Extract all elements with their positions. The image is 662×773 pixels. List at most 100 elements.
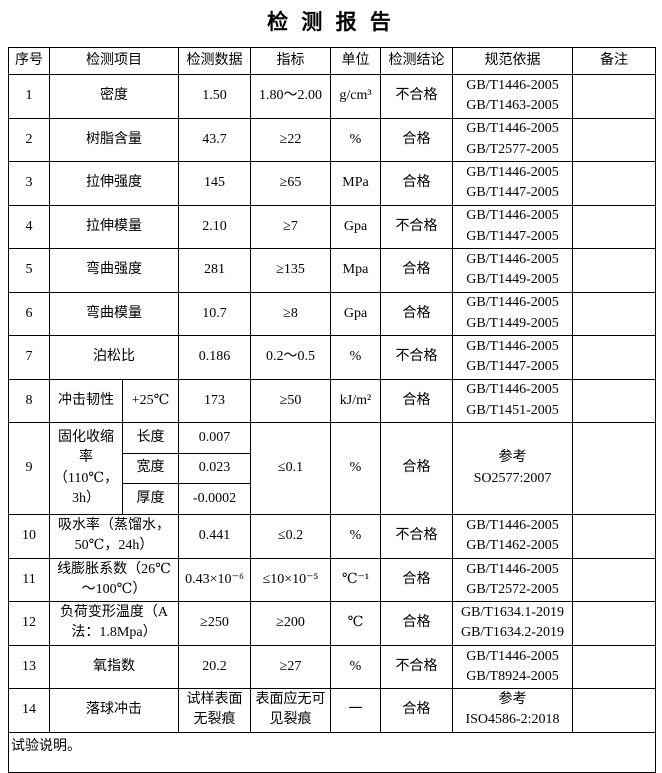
item-cell: 落球冲击 (49, 688, 179, 733)
row-number: 7 (8, 335, 50, 380)
standard-line: GB/T1446-2005 (466, 251, 559, 267)
table-body: 序号 检测项目 检测数据 指标 单位 检测结论 规范依据 备注 1 密度 1.50 1.80～2.00… (8, 47, 656, 773)
item-cell: 弯曲模量 (49, 291, 179, 336)
data-cell: 173 (178, 378, 251, 423)
standard-line: GB/T1446-2005 (466, 164, 559, 180)
table-row: 10 吸水率（蒸馏水，50℃，24h） 0.441 ≤0.2% 不合格 GB/T1446-… (8, 514, 656, 559)
standard-cell: 参考 ISO4586-2:2018 (452, 688, 573, 733)
standard-line: 参考 (498, 450, 527, 466)
table-row: 宽度 0.023 (9, 452, 656, 485)
row-number: 8 (8, 378, 50, 423)
data-cell: 2.10 (178, 204, 251, 249)
remark-cell (572, 514, 656, 559)
index-cell: ≥135 (250, 248, 331, 293)
unit-cell: ℃⁻¹ (330, 557, 381, 603)
standard-line: GB/T2577-2005 (466, 141, 559, 157)
note-cell: 试验说明。 (8, 731, 656, 773)
data-cell: -0.0002 (178, 483, 251, 516)
unit-cell: % (330, 335, 381, 380)
standard-line: GB/T1634.1-2019 (460, 605, 565, 621)
standard-line: GB/T1449-2005 (466, 272, 559, 288)
standard-line: GB/T1449-2005 (466, 315, 559, 331)
sub-item: 厚度 (122, 483, 179, 516)
index-cell: ≥50 (250, 378, 331, 423)
result-cell: 合格 (380, 291, 453, 336)
unit-cell: kJ/m² (330, 378, 381, 423)
table-row: 1 密度 1.50 1.80～2.00 g/cm³ 不合格 GB/T1446-2005 GB/… (8, 74, 656, 119)
remark-cell (572, 644, 656, 690)
remark-cell (572, 248, 656, 293)
table-row: 厚度 -0.0002 (9, 483, 656, 516)
standard-line: GB/T1446-2005 (466, 208, 559, 224)
item-cell: 线膨胀系数（26℃～100℃） (49, 557, 179, 603)
result-cell: 合格 (380, 688, 453, 733)
unit-cell: % (330, 514, 381, 559)
result-cell: 不合格 (380, 514, 453, 559)
unit-cell: 一 (330, 688, 381, 733)
index-cell: ≥7 (250, 204, 331, 249)
index-cell: ≥8 (250, 291, 331, 336)
item-cell: 树脂含量 (49, 117, 179, 162)
standard-cell: GB/T1446-2005 GB/T1447-2005 (452, 204, 573, 249)
header-cell: 序号 (8, 47, 50, 75)
header-cell: 备注 (572, 47, 656, 75)
standard-line: GB/T1463-2005 (466, 98, 559, 114)
standard-line: GB/T2572-2005 (466, 581, 559, 597)
unit-cell: MPa (330, 161, 381, 206)
result-cell: 合格 (380, 557, 453, 603)
remark-cell (572, 161, 656, 206)
item-cell: 固化收缩率（110℃，3h） (49, 421, 123, 516)
standard-cell: GB/T1634.1-2019 GB/T1634.2-2019 (452, 601, 573, 646)
index-cell: ≥22 (250, 117, 331, 162)
result-cell: 合格 (380, 117, 453, 162)
data-cell: 0.186 (178, 335, 251, 380)
standard-line: GB/T1446-2005 (466, 561, 559, 577)
unit-cell: % (330, 644, 381, 690)
table-row: 11 线膨胀系数（26℃～100℃） 0.43×10⁻⁶ ≤10×10⁻⁵ ℃⁻¹ 合格 G… (8, 557, 656, 603)
row-number: 5 (8, 248, 50, 293)
unit-cell: Mpa (330, 248, 381, 293)
table-row: 4 拉伸模量 2.10 ≥7 Gpa 不合格 GB/T1446-2005 GB/T1447-2… (8, 204, 656, 249)
index-cell: 表面应无可见裂痕 (250, 688, 331, 733)
report-table: 序号 检测项目 检测数据 指标 单位 检测结论 规范依据 备注 1 密度 1.50 1.80～2.00… (8, 47, 656, 773)
item-cell: 冲击韧性 (49, 378, 123, 423)
row-number: 11 (8, 557, 50, 603)
index-cell: 1.80～2.00 (250, 74, 331, 119)
standard-cell: GB/T1446-2005 GB/T1449-2005 (452, 248, 573, 293)
standard-line: GB/T1446-2005 (466, 518, 559, 534)
row-number: 13 (8, 644, 50, 690)
standard-line: SO2577:2007 (473, 470, 552, 486)
data-cell: 20.2 (178, 644, 251, 690)
standard-cell: GB/T1446-2005 GB/T1447-2005 (452, 161, 573, 206)
table-row: 6 弯曲模量 10.7 ≥8 Gpa 合格 GB/T1446-2005 GB/T1449-20… (8, 291, 656, 336)
standard-line: GB/T1447-2005 (466, 359, 559, 375)
table-row: 序号 检测项目 检测数据 指标 单位 检测结论 规范依据 备注 (8, 47, 656, 75)
unit-cell: Gpa (330, 204, 381, 249)
index-cell: ≤0.1 (250, 421, 331, 516)
header-cell: 检测结论 (380, 47, 453, 75)
report-title: 检 测 报 告 (267, 10, 395, 34)
standard-line: GB/T1446-2005 (466, 295, 559, 311)
standard-cell: GB/T1446-2005 GB/T1463-2005 (452, 74, 573, 119)
remark-cell (572, 335, 656, 380)
standard-line: GB/T1446-2005 (466, 648, 559, 664)
standard-cell: GB/T1446-2005 GB/T1447-2005 (452, 335, 573, 380)
standard-cell: GB/T1446-2005 GB/T8924-2005 (452, 644, 573, 690)
table-row: 3 拉伸强度 145 ≥65 MPa 合格 GB/T1446-2005 GB/T1447-20… (8, 161, 656, 206)
sub-item: 宽度 (122, 452, 179, 485)
index-cell: ≤0.2 (250, 514, 331, 559)
remark-cell (572, 601, 656, 646)
remark-cell (572, 421, 656, 516)
item-cell: 泊松比 (49, 335, 179, 380)
header-cell: 检测项目 (49, 47, 179, 75)
item-cell: 拉伸强度 (49, 161, 179, 206)
unit-cell: ℃ (330, 601, 381, 646)
row-number: 3 (8, 161, 50, 206)
item-cell: 吸水率（蒸馏水，50℃，24h） (49, 514, 179, 559)
result-cell: 合格 (380, 161, 453, 206)
item-cell: 氧指数 (49, 644, 179, 690)
result-cell: 合格 (380, 421, 453, 516)
remark-cell (572, 74, 656, 119)
index-cell: ≤10×10⁻⁵ (250, 557, 331, 603)
